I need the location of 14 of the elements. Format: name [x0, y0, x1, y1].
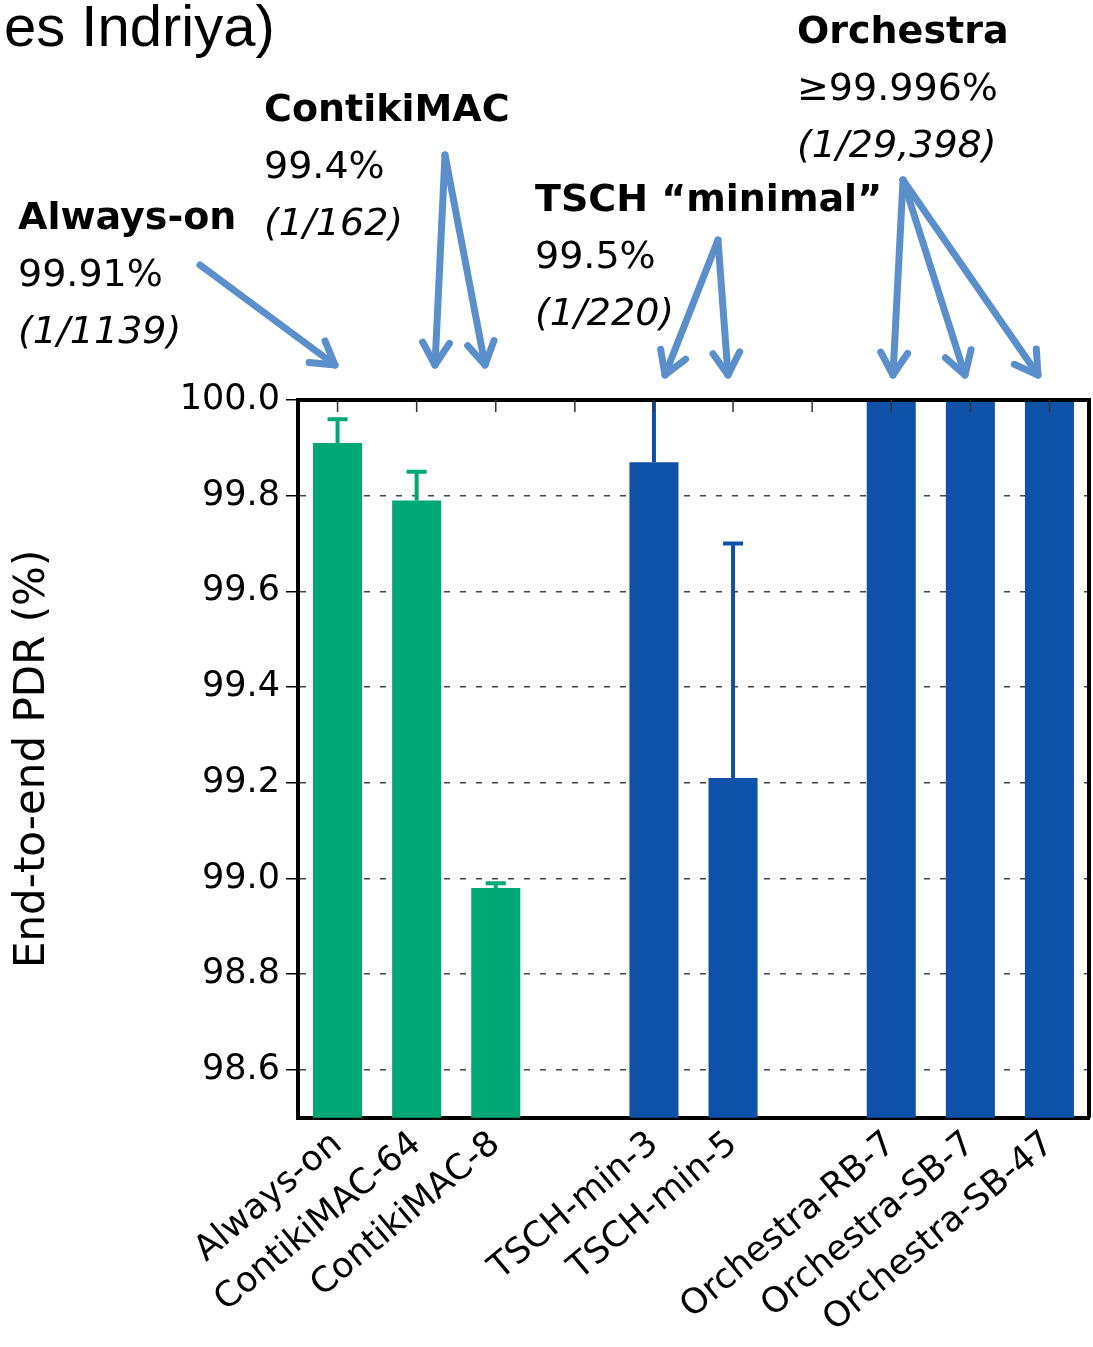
y-tick-label: 99.6	[202, 568, 280, 609]
text: Always-on 99.91% (1/1139)	[18, 193, 237, 354]
y-axis-title: End-to-end PDR (%)	[5, 549, 55, 969]
text: TSCH “minimal” 99.5% (1/220)	[535, 175, 883, 336]
y-tick-label: 99.2	[202, 759, 280, 800]
y-tick-label: 100.0	[179, 377, 280, 418]
y-tick-label: 99.4	[202, 664, 280, 705]
chart-title: es Indriya)	[4, 0, 275, 59]
y-tick-label: 99.8	[202, 472, 280, 513]
y-tick-label: 98.8	[202, 951, 280, 992]
text: ContikiMAC 99.4% (1/162)	[264, 85, 510, 246]
text: Orchestra ≥99.996% (1/29,398)	[797, 7, 1009, 168]
y-tick-label: 99.0	[202, 855, 280, 896]
y-tick-label: 98.6	[202, 1046, 280, 1087]
